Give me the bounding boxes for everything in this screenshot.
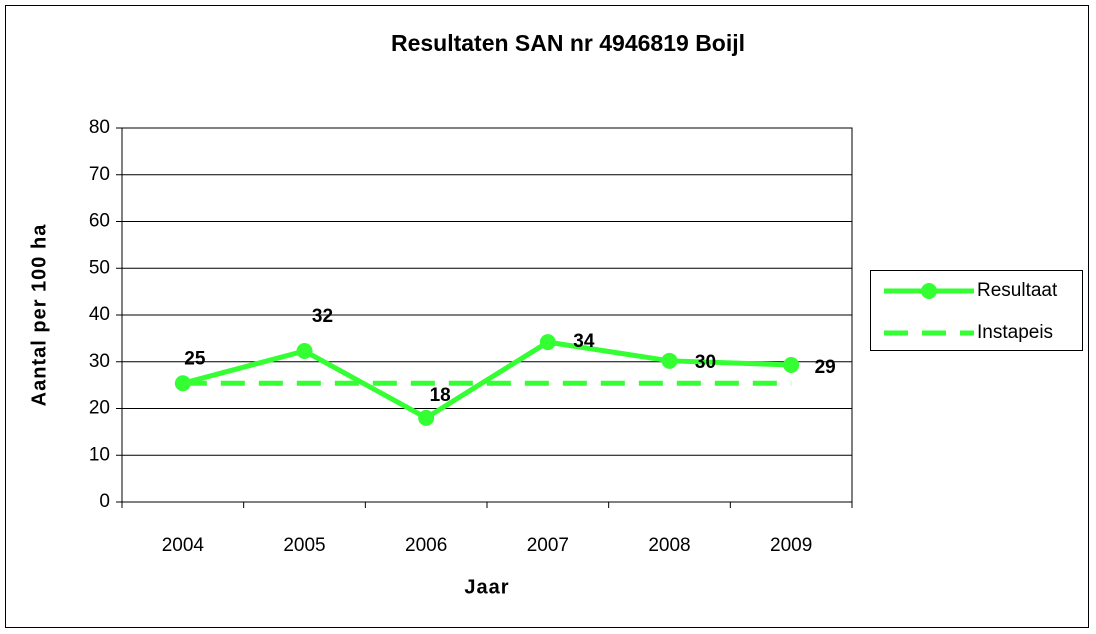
data-label: 32	[312, 306, 333, 327]
data-label: 25	[184, 348, 206, 369]
y-tick-label: 20	[89, 398, 110, 419]
x-tick-label: 2006	[405, 535, 447, 556]
data-point	[783, 357, 800, 374]
y-axis-title: Aantal per 100 ha	[28, 224, 50, 407]
y-tick-label: 0	[99, 491, 110, 512]
x-tick-label: 2008	[648, 535, 690, 556]
x-axis-title: Jaar	[464, 576, 509, 598]
legend-label: Instapeis	[977, 322, 1053, 343]
legend-label: Resultaat	[977, 280, 1058, 301]
series-line	[182, 339, 792, 421]
data-point	[418, 409, 435, 426]
data-point	[296, 342, 313, 359]
chart-title: Resultaten SAN nr 4946819 Boijl	[391, 30, 745, 56]
y-tick-label: 70	[89, 164, 110, 185]
data-label: 18	[430, 385, 451, 406]
x-tick-label: 2005	[283, 535, 325, 556]
x-tick-label: 2004	[162, 535, 205, 556]
y-tick-label: 10	[89, 444, 110, 465]
legend-marker	[921, 283, 937, 299]
legend-box	[870, 270, 1083, 351]
data-label: 34	[573, 331, 595, 352]
data-label: 30	[695, 352, 716, 373]
y-tick-label: 50	[89, 257, 110, 278]
x-tick-label: 2009	[770, 535, 812, 556]
data-point	[539, 334, 556, 351]
y-tick-label: 60	[89, 211, 110, 232]
data-point	[661, 352, 678, 369]
data-label: 29	[815, 357, 836, 378]
y-tick-label: 80	[89, 117, 110, 138]
data-point	[174, 375, 191, 392]
y-tick-label: 40	[89, 304, 110, 325]
y-tick-label: 30	[89, 351, 110, 372]
x-tick-label: 2007	[527, 535, 569, 556]
